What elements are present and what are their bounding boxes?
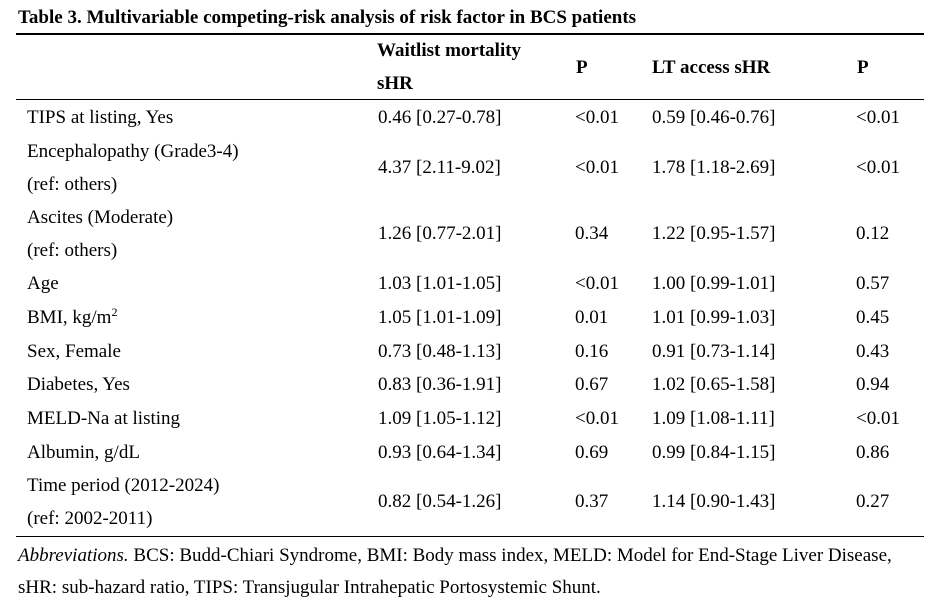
waitlist-shr-cell: 1.26 [0.77-2.01] [378, 223, 502, 244]
row-label-text: BMI, kg/m [27, 307, 112, 328]
row-label-ref: (ref: others) [27, 239, 118, 261]
lt-access-p-cell: <0.01 [856, 157, 900, 178]
lt-access-p-cell: <0.01 [856, 107, 900, 128]
row-label-ref: (ref: 2002-2011) [27, 507, 153, 529]
waitlist-shr-cell: 0.93 [0.64-1.34] [378, 442, 502, 463]
row-label: Time period (2012-2024) [27, 474, 220, 496]
table-top-rule [16, 33, 924, 35]
lt-access-shr-cell: 0.91 [0.73-1.14] [652, 341, 776, 362]
row-label: MELD-Na at listing [27, 408, 180, 430]
lt-access-shr-cell: 1.22 [0.95-1.57] [652, 223, 776, 244]
lt-access-shr-cell: 0.59 [0.46-0.76] [652, 107, 776, 128]
row-label-text: Age [27, 273, 59, 294]
table-bottom-rule [16, 536, 924, 537]
row-label: BMI, kg/m2 [27, 305, 118, 329]
row-label: Age [27, 273, 59, 295]
row-label-text: MELD-Na at listing [27, 408, 181, 429]
lt-access-shr-cell: 1.01 [0.99-1.03] [652, 307, 776, 328]
waitlist-shr-cell: 1.05 [1.01-1.09] [378, 307, 502, 328]
lt-access-p-cell: <0.01 [856, 408, 900, 429]
header-waitlist-line2: sHR [377, 73, 413, 94]
lt-access-shr-cell: 1.09 [1.08-1.11] [652, 408, 775, 429]
waitlist-p-cell: 0.01 [575, 307, 609, 328]
footnote-label: Abbreviations. [18, 545, 129, 566]
waitlist-p-cell: 0.69 [575, 442, 609, 463]
row-label: Sex, Female [27, 341, 121, 363]
waitlist-p-cell: 0.16 [575, 341, 609, 362]
waitlist-shr-cell: 1.03 [1.01-1.05] [378, 273, 502, 294]
header-p2: P [857, 57, 869, 78]
row-label: TIPS at listing, Yes [27, 107, 173, 129]
lt-access-shr-cell: 0.99 [0.84-1.15] [652, 442, 776, 463]
waitlist-shr-cell: 0.46 [0.27-0.78] [378, 107, 502, 128]
row-label-text: TIPS at listing, Yes [27, 107, 174, 128]
lt-access-p-cell: 0.12 [856, 223, 890, 244]
row-label: Encephalopathy (Grade3-4) [27, 140, 239, 162]
lt-access-shr-cell: 1.00 [0.99-1.01] [652, 273, 776, 294]
row-label-ref: (ref: others) [27, 173, 118, 195]
lt-access-p-cell: 0.45 [856, 307, 890, 328]
lt-access-p-cell: 0.94 [856, 374, 890, 395]
lt-access-p-cell: 0.86 [856, 442, 890, 463]
waitlist-p-cell: <0.01 [575, 107, 619, 128]
table-footnote: Abbreviations. BCS: Budd-Chiari Syndrome… [18, 540, 923, 604]
row-label-text: Albumin, g/dL [27, 442, 140, 463]
waitlist-p-cell: 0.37 [575, 491, 609, 512]
waitlist-shr-cell: 0.83 [0.36-1.91] [378, 374, 502, 395]
table-title: Table 3. Multivariable competing-risk an… [18, 7, 637, 28]
waitlist-p-cell: <0.01 [575, 273, 619, 294]
waitlist-p-cell: <0.01 [575, 408, 619, 429]
lt-access-shr-cell: 1.14 [0.90-1.43] [652, 491, 776, 512]
waitlist-shr-cell: 0.82 [0.54-1.26] [378, 491, 502, 512]
row-label-superscript: 2 [111, 305, 118, 319]
waitlist-p-cell: 0.34 [575, 223, 609, 244]
row-label: Diabetes, Yes [27, 374, 130, 396]
lt-access-p-cell: 0.57 [856, 273, 890, 294]
footnote-text: BCS: Budd-Chiari Syndrome, BMI: Body mas… [18, 545, 892, 598]
row-label-text: Diabetes, Yes [27, 374, 130, 395]
header-waitlist-line1: Waitlist mortality [377, 40, 522, 61]
row-label-text: Sex, Female [27, 341, 121, 362]
waitlist-p-cell: <0.01 [575, 157, 619, 178]
header-lt-access: LT access sHR [652, 57, 771, 78]
waitlist-p-cell: 0.67 [575, 374, 609, 395]
row-label: Ascites (Moderate) [27, 206, 174, 228]
row-label: Albumin, g/dL [27, 442, 140, 464]
waitlist-shr-cell: 4.37 [2.11-9.02] [378, 157, 501, 178]
header-bottom-rule [16, 99, 924, 100]
lt-access-p-cell: 0.43 [856, 341, 890, 362]
lt-access-shr-cell: 1.02 [0.65-1.58] [652, 374, 776, 395]
header-p1: P [576, 57, 588, 78]
lt-access-p-cell: 0.27 [856, 491, 890, 512]
waitlist-shr-cell: 0.73 [0.48-1.13] [378, 341, 502, 362]
lt-access-shr-cell: 1.78 [1.18-2.69] [652, 157, 776, 178]
waitlist-shr-cell: 1.09 [1.05-1.12] [378, 408, 502, 429]
